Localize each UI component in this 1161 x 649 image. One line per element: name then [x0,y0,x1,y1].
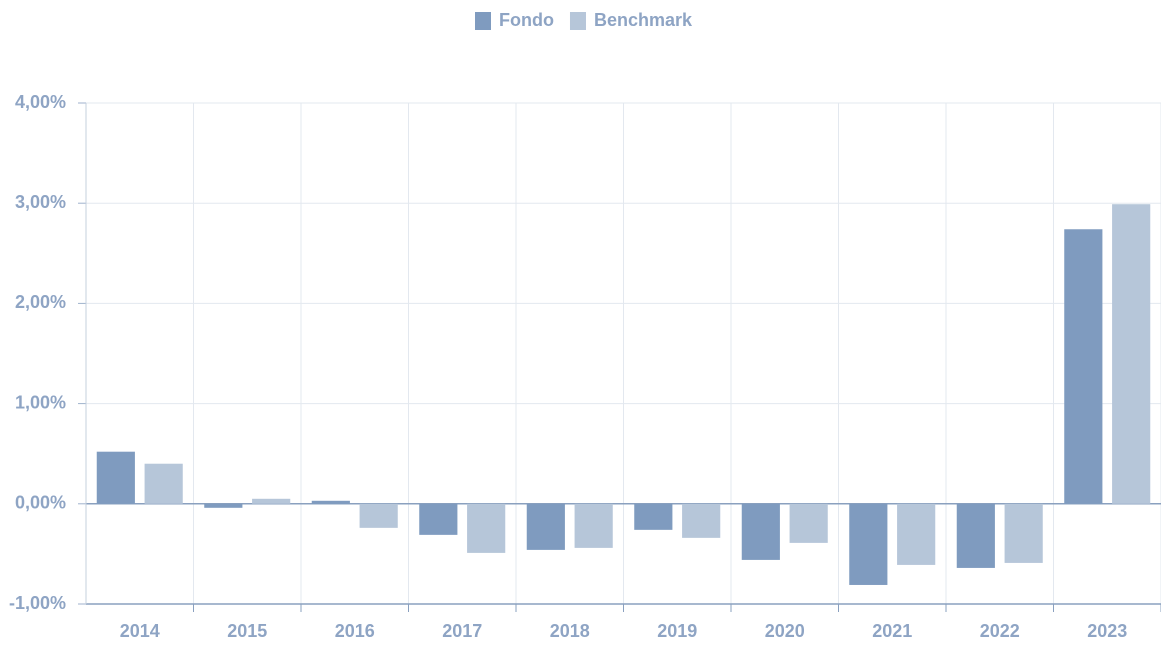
y-tick-label: -1,00% [9,593,66,613]
bar [1112,204,1151,504]
bar [849,503,888,585]
x-tick-label: 2023 [1087,621,1127,641]
bar [956,503,995,568]
bar [419,503,458,535]
bar [252,498,291,504]
bar [1064,229,1103,504]
bar [359,503,398,528]
legend-label: Benchmark [594,10,693,30]
x-tick-label: 2022 [980,621,1020,641]
bar [682,503,721,538]
y-tick-label: 2,00% [15,292,66,312]
x-tick-label: 2019 [657,621,697,641]
bar [1004,503,1043,563]
bar [789,503,828,543]
bar [144,463,183,504]
bar [467,503,506,553]
bar [574,503,613,548]
x-tick-label: 2017 [442,621,482,641]
x-tick-label: 2018 [550,621,590,641]
x-tick-label: 2015 [227,621,267,641]
x-tick-label: 2021 [872,621,912,641]
y-tick-label: 0,00% [15,493,66,513]
bar [96,451,135,504]
x-tick-label: 2020 [765,621,805,641]
legend-label: Fondo [499,10,554,30]
bar [204,503,243,508]
bar [634,503,673,530]
bar [741,503,780,560]
legend-swatch [475,12,491,30]
x-tick-label: 2016 [335,621,375,641]
bar [311,500,350,504]
bar [526,503,565,550]
legend-swatch [569,12,586,30]
x-tick-label: 2014 [120,621,160,641]
bar [897,503,936,565]
y-tick-label: 3,00% [15,192,66,212]
y-tick-label: 1,00% [15,392,66,412]
y-tick-label: 4,00% [15,92,66,112]
